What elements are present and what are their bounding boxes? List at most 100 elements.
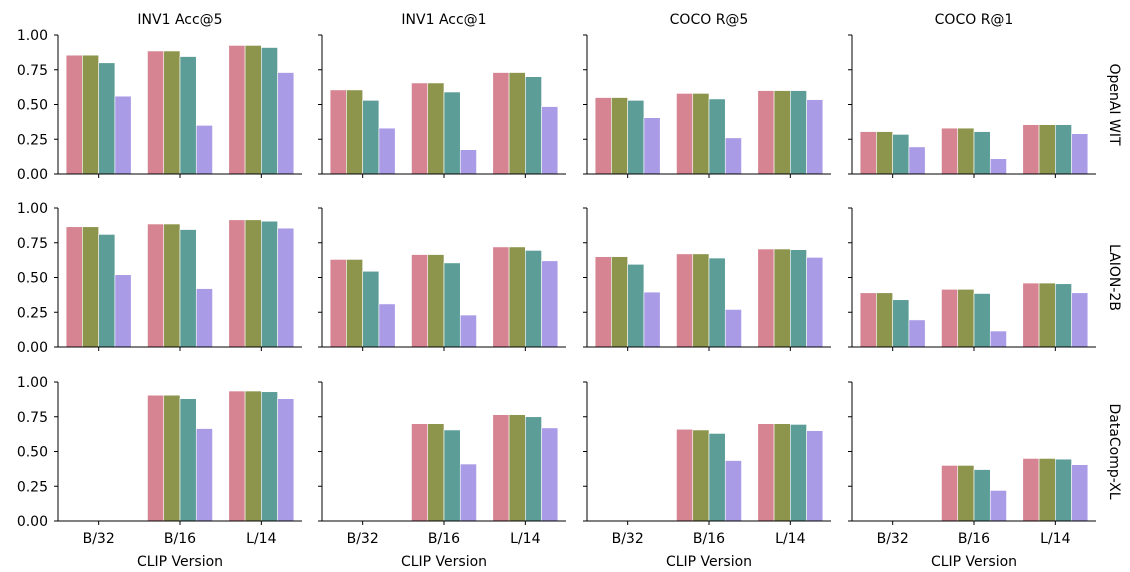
x-axis-label: CLIP Version [137, 554, 223, 570]
bar [892, 299, 910, 348]
bar [973, 469, 991, 522]
bar [806, 99, 824, 175]
bar [244, 390, 262, 522]
bar [82, 226, 99, 348]
bar [1038, 124, 1056, 175]
bar [1038, 458, 1056, 522]
bar [443, 91, 461, 175]
bar [541, 106, 559, 175]
bar [708, 98, 726, 175]
bar [611, 97, 628, 175]
bar [147, 223, 165, 348]
y-tick-label: 0.50 [17, 445, 48, 461]
x-tick-label: B/32 [83, 531, 115, 547]
bar [989, 490, 1007, 522]
bar [411, 254, 429, 348]
bar [82, 54, 99, 175]
bar [261, 220, 278, 348]
x-tick-label: B/16 [164, 531, 196, 547]
bar [692, 253, 710, 348]
bar [692, 429, 710, 522]
bar [329, 259, 347, 348]
bar [773, 90, 791, 175]
bar [459, 314, 477, 348]
bar [1071, 464, 1089, 522]
bar [195, 125, 213, 175]
bar [411, 423, 429, 522]
bar [724, 460, 742, 522]
bar [492, 414, 510, 522]
bar [1055, 458, 1072, 522]
bar [195, 288, 213, 348]
bar [627, 263, 645, 348]
x-tick-label: B/16 [693, 531, 725, 547]
y-tick-label: 0.25 [17, 305, 48, 321]
bar [643, 291, 661, 348]
bar [163, 394, 181, 522]
bar [228, 390, 246, 522]
bar [98, 62, 116, 175]
x-axis-label: CLIP Version [401, 554, 487, 570]
bar [676, 428, 694, 522]
bar [973, 293, 991, 348]
bar [378, 127, 396, 175]
bar [594, 256, 612, 348]
bar [676, 253, 694, 348]
bar [228, 45, 246, 175]
bar [346, 89, 363, 175]
y-tick-label: 0.00 [17, 514, 48, 530]
bar [908, 146, 926, 175]
bar [957, 289, 975, 348]
bar [179, 229, 197, 348]
bar [508, 72, 526, 175]
x-tick-label: L/14 [246, 531, 276, 547]
bar [362, 270, 380, 348]
x-axis-label: CLIP Version [666, 554, 752, 570]
bar [1071, 292, 1089, 348]
bar [941, 465, 959, 522]
bar [643, 117, 661, 175]
y-tick-label: 0.75 [17, 236, 48, 252]
bar [427, 82, 445, 175]
bar [525, 416, 542, 522]
bar [892, 134, 910, 175]
column-title: COCO R@1 [935, 12, 1014, 28]
bar [708, 257, 726, 348]
bar [757, 248, 775, 348]
bar [163, 50, 181, 175]
bar [114, 274, 132, 348]
bar [790, 90, 807, 175]
bar [692, 93, 710, 175]
bar [346, 259, 363, 348]
y-tick-label: 1.00 [17, 201, 48, 217]
bar [1071, 133, 1089, 175]
bar [876, 292, 893, 348]
column-title: COCO R@5 [670, 12, 749, 28]
bar [179, 56, 197, 175]
bar [163, 223, 181, 348]
bar [244, 45, 262, 175]
bar [362, 100, 380, 175]
x-tick-label: B/32 [877, 531, 909, 547]
bar [261, 47, 278, 175]
bar [989, 330, 1007, 348]
bar [876, 131, 893, 175]
x-tick-label: B/16 [958, 531, 990, 547]
y-tick-label: 1.00 [17, 375, 48, 391]
y-tick-label: 0.75 [17, 410, 48, 426]
bar [790, 424, 807, 522]
bar [1038, 282, 1056, 348]
bar [1022, 124, 1040, 175]
y-tick-label: 0.00 [17, 340, 48, 356]
bar [724, 309, 742, 348]
bar [627, 100, 645, 175]
bar [525, 76, 542, 175]
bar [1022, 458, 1040, 522]
bar [147, 394, 165, 522]
bar [908, 319, 926, 348]
bar [1055, 283, 1072, 348]
row-label: LAION-2B [1106, 244, 1122, 311]
bar [957, 127, 975, 175]
x-tick-label: B/16 [428, 531, 460, 547]
